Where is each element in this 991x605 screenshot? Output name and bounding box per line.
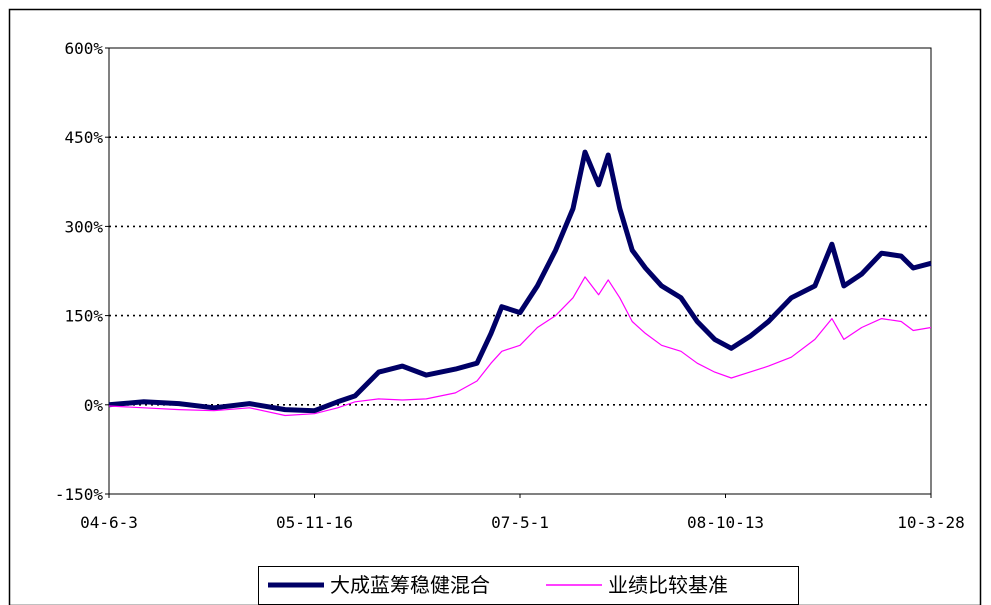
- y-tick-label: 600%: [64, 39, 103, 58]
- legend-box: [258, 566, 799, 605]
- legend: 大成蓝筹稳健混合 业绩比较基准: [258, 566, 799, 605]
- legend-label-series-1: 大成蓝筹稳健混合: [330, 573, 490, 597]
- x-axis: 04-6-3 05-11-16 07-5-1 08-10-13 10-3-28: [80, 494, 965, 532]
- chart-border: [8, 8, 982, 605]
- y-tick-label: 300%: [64, 217, 103, 236]
- series-line-1: [108, 149, 932, 414]
- x-tick-label: 10-3-28: [897, 513, 964, 532]
- series-line-2: [108, 276, 932, 417]
- x-tick-label: 04-6-3: [80, 513, 138, 532]
- x-tick-label: 05-11-16: [276, 513, 353, 532]
- y-tick-label: 450%: [64, 128, 103, 147]
- y-axis: -150% 0% 150% 300% 450% 600%: [55, 39, 109, 504]
- plot-area: [108, 47, 932, 495]
- y-tick-label: -150%: [55, 485, 104, 504]
- legend-label-series-2: 业绩比较基准: [608, 573, 728, 597]
- x-tick-label: 08-10-13: [687, 513, 764, 532]
- gridlines: [109, 136, 931, 406]
- y-tick-label: 150%: [64, 307, 103, 326]
- x-tick-label: 07-5-1: [491, 513, 549, 532]
- y-tick-label: 0%: [84, 396, 104, 415]
- series-lines: [108, 149, 932, 417]
